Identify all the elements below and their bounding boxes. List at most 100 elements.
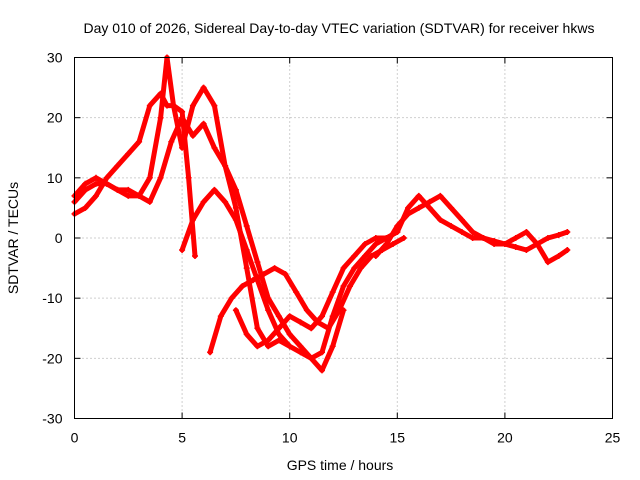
data-point-marker: [211, 102, 218, 109]
data-point-marker: [437, 216, 444, 223]
data-point-marker: [189, 102, 196, 109]
data-point-marker: [329, 289, 336, 296]
data-point-marker: [82, 180, 89, 187]
data-point-marker: [189, 132, 196, 139]
data-point-marker: [250, 277, 257, 284]
data-point-marker: [103, 174, 110, 181]
data-point-marker: [265, 343, 272, 350]
data-point-marker: [523, 247, 530, 253]
chart-title: Day 010 of 2026, Sidereal Day-to-day VTE…: [84, 20, 595, 36]
data-point-marker: [319, 313, 325, 320]
x-axis-label: GPS time / hours: [287, 457, 394, 473]
data-point-marker: [308, 325, 315, 332]
data-point-marker: [222, 162, 229, 169]
data-point-marker: [286, 331, 293, 338]
data-point-marker: [211, 144, 218, 151]
data-point-marker: [400, 235, 407, 241]
data-point-marker: [243, 331, 250, 338]
data-point-marker: [362, 253, 368, 259]
data-point-marker: [362, 241, 368, 247]
data-point-marker: [232, 204, 239, 211]
data-point-marker: [372, 235, 379, 241]
data-point-marker: [405, 210, 412, 217]
data-point-marker: [82, 186, 89, 193]
data-point-marker: [275, 325, 282, 332]
data-point-marker: [200, 198, 207, 205]
data-point-marker: [491, 238, 498, 244]
data-point-marker: [297, 349, 304, 356]
data-point-marker: [114, 162, 121, 169]
data-point-marker: [232, 186, 239, 193]
data-point-marker: [179, 114, 186, 121]
data-point-marker: [357, 265, 364, 272]
data-point-marker: [93, 180, 99, 187]
x-tick-label: 15: [390, 430, 406, 446]
data-point-marker: [564, 247, 571, 253]
data-point-marker: [103, 180, 110, 187]
data-point-marker: [308, 355, 315, 362]
data-point-marker: [217, 313, 224, 320]
data-point-marker: [325, 325, 332, 332]
data-point-marker: [383, 241, 390, 247]
y-tick-label: 20: [47, 110, 63, 126]
data-point-marker: [228, 295, 235, 302]
series-layer: [71, 54, 571, 374]
y-tick-label: -30: [42, 411, 62, 427]
data-point-marker: [534, 241, 541, 247]
y-tick-label: 30: [47, 50, 63, 66]
data-point-marker: [136, 138, 143, 145]
data-point-marker: [232, 216, 239, 223]
data-point-marker: [232, 307, 239, 314]
data-point-marker: [275, 337, 282, 344]
data-point-marker: [340, 265, 347, 272]
data-point-marker: [426, 204, 433, 211]
data-point-marker: [372, 241, 379, 247]
data-point-marker: [93, 174, 99, 181]
data-point-marker: [179, 247, 186, 253]
data-point-marker: [319, 349, 325, 356]
data-point-marker: [564, 229, 571, 235]
data-point-marker: [211, 186, 218, 193]
data-point-marker: [405, 204, 412, 211]
data-point-marker: [390, 241, 396, 247]
data-point-marker: [125, 150, 132, 157]
data-point-marker: [351, 253, 358, 259]
x-tick-label: 20: [497, 430, 513, 446]
data-point-marker: [168, 138, 175, 145]
data-point-marker: [254, 259, 261, 266]
data-point-marker: [254, 343, 261, 350]
data-point-marker: [243, 265, 250, 272]
data-point-marker: [146, 198, 153, 205]
data-point-marker: [282, 271, 289, 278]
data-point-marker: [146, 174, 153, 181]
data-point-marker: [136, 192, 143, 199]
data-point-marker: [555, 253, 562, 259]
data-point-marker: [125, 192, 132, 199]
data-point-marker: [458, 216, 465, 223]
x-tick-label: 5: [178, 430, 186, 446]
data-point-marker: [185, 174, 192, 181]
data-point-marker: [448, 223, 455, 229]
data-point-marker: [415, 192, 422, 199]
data-point-marker: [340, 283, 347, 290]
data-point-marker: [523, 229, 530, 235]
data-point-marker: [189, 216, 196, 223]
data-point-marker: [555, 232, 562, 238]
data-point-marker: [293, 289, 300, 296]
data-point-marker: [222, 198, 229, 205]
data-point-marker: [372, 253, 379, 259]
data-point-marker: [394, 223, 401, 229]
data-point-marker: [82, 204, 89, 211]
x-tick-label: 25: [605, 430, 621, 446]
data-point-marker: [200, 84, 207, 91]
data-point-marker: [275, 313, 282, 320]
data-point-marker: [260, 271, 267, 278]
data-point-marker: [501, 241, 508, 247]
y-tick-label: 10: [47, 170, 63, 186]
data-point-marker: [303, 307, 310, 314]
y-tick-label: -10: [42, 290, 62, 306]
data-point-marker: [254, 325, 261, 332]
grid-layer: [74, 57, 613, 419]
y-tick-label: -20: [42, 350, 62, 366]
